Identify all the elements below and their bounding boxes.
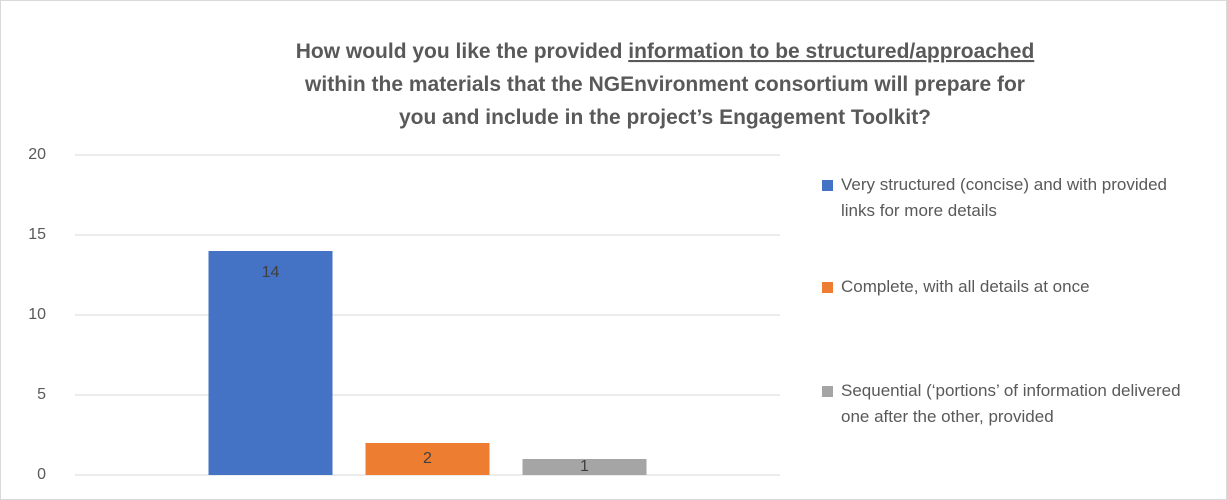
- bar: [208, 251, 333, 475]
- legend-swatch: [822, 282, 833, 293]
- legend-label: Very structured (concise) and with provi…: [841, 175, 1167, 220]
- y-tick-label: 10: [28, 306, 46, 323]
- title-part: How would you like the provided: [296, 40, 629, 63]
- title-part: you and include in the project’s Engagem…: [399, 106, 931, 129]
- bar: [365, 443, 490, 475]
- y-tick-label: 15: [28, 226, 46, 243]
- title-part: within the materials that the NGEnvironm…: [304, 73, 1025, 96]
- title-underlined: information to be structured/approached: [628, 40, 1034, 63]
- legend-label: Sequential (‘portions’ of information de…: [841, 381, 1181, 426]
- data-label: 1: [580, 458, 589, 475]
- legend-item: Complete, with all details at once: [822, 274, 1192, 300]
- y-tick-label: 20: [28, 146, 46, 163]
- legend-label: Complete, with all details at once: [841, 277, 1090, 296]
- y-tick-label: 0: [37, 466, 46, 483]
- legend-swatch: [822, 386, 833, 397]
- legend-swatch: [822, 180, 833, 191]
- legend-item: Very structured (concise) and with provi…: [822, 172, 1192, 224]
- chart-title: you and include in the project’s Engagem…: [399, 106, 931, 129]
- bar: [522, 459, 647, 475]
- y-tick-label: 5: [37, 386, 46, 403]
- legend-item: Sequential (‘portions’ of information de…: [822, 378, 1192, 430]
- chart-title: within the materials that the NGEnvironm…: [304, 73, 1025, 96]
- data-label: 2: [423, 450, 432, 467]
- data-label: 14: [262, 264, 280, 281]
- chart-title: How would you like the provided informat…: [296, 40, 1035, 63]
